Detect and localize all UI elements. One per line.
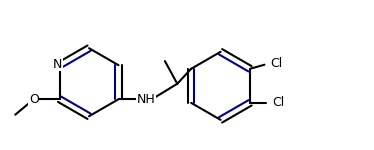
- Text: NH: NH: [137, 93, 156, 106]
- Text: Cl: Cl: [273, 96, 285, 109]
- Text: O: O: [29, 93, 39, 106]
- Text: Cl: Cl: [271, 57, 283, 70]
- Text: N: N: [53, 58, 62, 71]
